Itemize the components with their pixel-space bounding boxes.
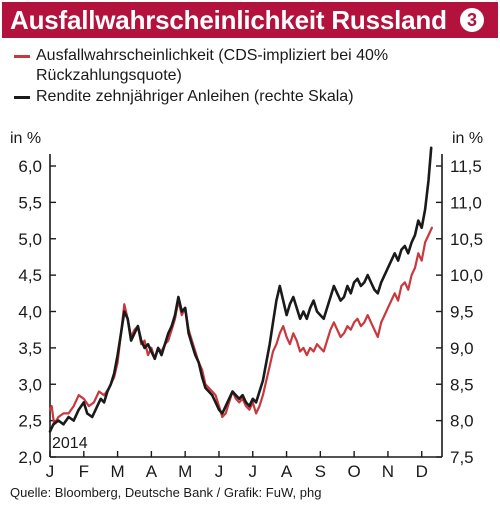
x-tick-label: D <box>416 462 428 480</box>
legend-swatch-default <box>14 55 30 58</box>
figure-number-badge: 3 <box>460 8 484 32</box>
legend-label-yield: Rendite zehnjähriger Anleihen (rechte Sk… <box>36 88 354 105</box>
left-tick-label: 6,0 <box>18 157 42 176</box>
source-note: Quelle: Bloomberg, Deutsche Bank / Grafi… <box>10 485 322 500</box>
year-label: 2014 <box>52 435 88 452</box>
right-axis-unit: in % <box>452 130 484 147</box>
x-tick-label: A <box>281 462 293 480</box>
legend-label-default: Ausfallwahrscheinlichkeit (CDS-implizier… <box>36 47 389 84</box>
x-tick-label: M <box>111 462 125 480</box>
left-tick-label: 2,5 <box>18 412 42 431</box>
x-tick-label: M <box>178 462 192 480</box>
right-tick-label: 9,5 <box>450 303 474 322</box>
x-tick-label: N <box>382 462 394 480</box>
chart-plot: 2,0 2,5 3,0 3,5 4,0 4,5 5,0 5,5 6,0 7,5 8,0 8,5 9,0… <box>18 146 483 480</box>
right-tick-label: 8,0 <box>450 412 474 431</box>
x-tick-label: J <box>249 462 258 480</box>
x-tick-label: J <box>46 462 55 480</box>
x-tick-label: O <box>348 462 361 480</box>
left-tick-label: 4,0 <box>18 303 42 322</box>
left-tick-label: 3,5 <box>18 339 42 358</box>
series-line-bond-yield <box>48 146 433 433</box>
x-tick-label: F <box>79 462 89 480</box>
left-tick-label: 5,5 <box>18 193 42 212</box>
series-layer <box>48 146 433 433</box>
right-tick-label: 10,0 <box>450 266 483 285</box>
right-tick-label: 7,5 <box>450 448 474 467</box>
legend-item-yield: Rendite zehnjähriger Anleihen (rechte Sk… <box>14 87 494 107</box>
x-tick-label: A <box>146 462 158 480</box>
chart-header: Ausfallwahrscheinlichkeit Russland 3 <box>2 2 498 38</box>
right-axis: 7,5 8,0 8,5 9,0 9,5 10,0 10,5 11,0 11,5 <box>436 154 483 467</box>
left-axis-unit: in % <box>10 130 42 147</box>
left-axis: 2,0 2,5 3,0 3,5 4,0 4,5 5,0 5,5 6,0 <box>18 154 56 467</box>
chart-legend: Ausfallwahrscheinlichkeit (CDS-implizier… <box>14 46 494 108</box>
left-tick-label: 5,0 <box>18 230 42 249</box>
legend-item-default: Ausfallwahrscheinlichkeit (CDS-implizier… <box>14 46 494 86</box>
right-tick-label: 11,5 <box>450 157 482 176</box>
right-tick-label: 8,5 <box>450 375 474 394</box>
x-axis: J F M A M J J A S O N D 2014 <box>46 435 442 480</box>
left-tick-label: 2,0 <box>18 448 42 467</box>
right-tick-label: 11,0 <box>450 193 482 212</box>
right-tick-label: 9,0 <box>450 339 474 358</box>
chart-title: Ausfallwahrscheinlichkeit Russland <box>10 5 447 35</box>
left-tick-label: 3,0 <box>18 375 42 394</box>
x-tick-label: J <box>215 462 224 480</box>
legend-swatch-yield <box>14 96 30 99</box>
left-tick-label: 4,5 <box>18 266 42 285</box>
x-tick-label: S <box>315 462 326 480</box>
right-tick-label: 10,5 <box>450 230 483 249</box>
